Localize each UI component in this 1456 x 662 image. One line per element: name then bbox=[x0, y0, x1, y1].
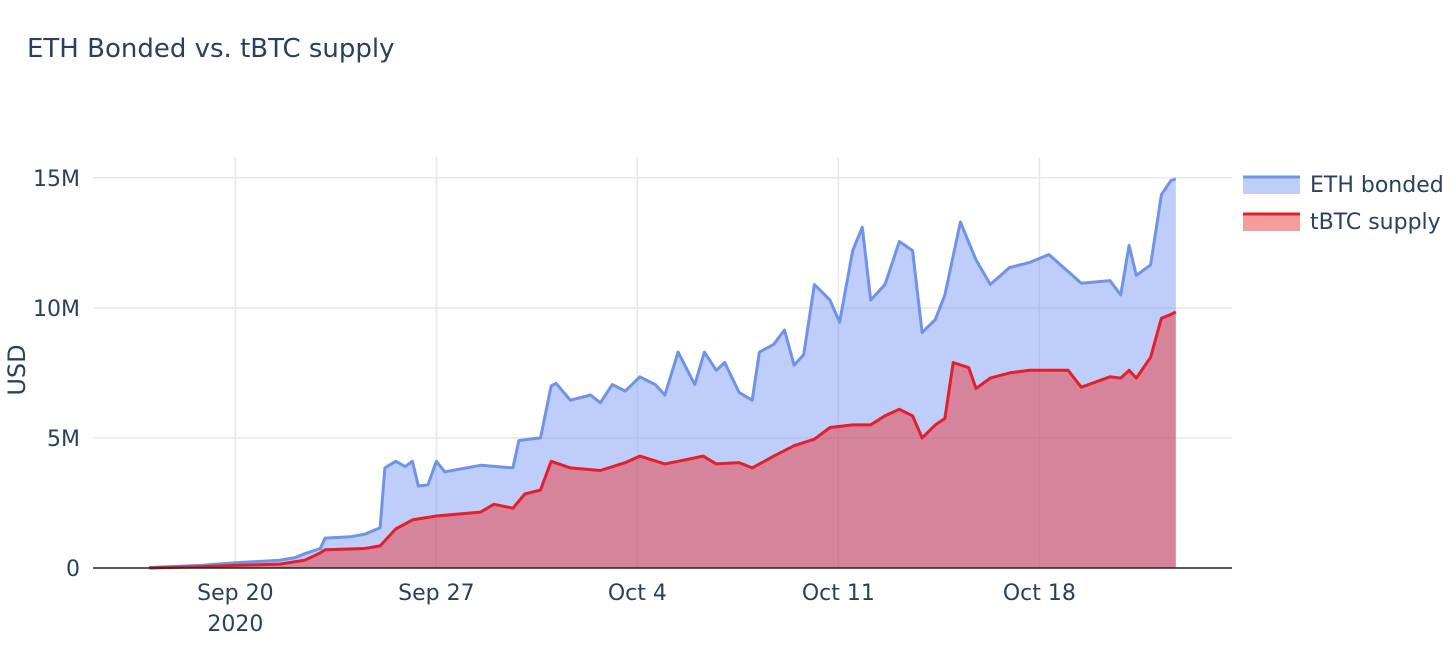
legend-label: tBTC supply bbox=[1310, 210, 1441, 235]
legend-swatch bbox=[1243, 213, 1300, 231]
chart-title: ETH Bonded vs. tBTC supply bbox=[27, 34, 395, 64]
line bbox=[149, 177, 1177, 569]
x-tick-label: Oct 11 bbox=[801, 581, 875, 606]
area bbox=[149, 311, 1176, 568]
line bbox=[149, 310, 1177, 570]
y-tick-label: 10M bbox=[33, 297, 80, 322]
y-axis-label: USD bbox=[3, 344, 31, 395]
legend-label: ETH bonded bbox=[1310, 173, 1444, 198]
y-tick-label: 15M bbox=[33, 167, 80, 192]
x-tick-label: Oct 18 bbox=[1002, 581, 1076, 606]
y-tick-label: 0 bbox=[66, 557, 80, 582]
x-tick-label: Oct 4 bbox=[607, 581, 667, 606]
legend-swatch bbox=[1243, 176, 1300, 194]
y-tick-label: 5M bbox=[47, 427, 80, 452]
x-tick-label: Sep 27 bbox=[398, 581, 475, 606]
x-tick-label: Sep 20 2020 bbox=[197, 581, 274, 637]
